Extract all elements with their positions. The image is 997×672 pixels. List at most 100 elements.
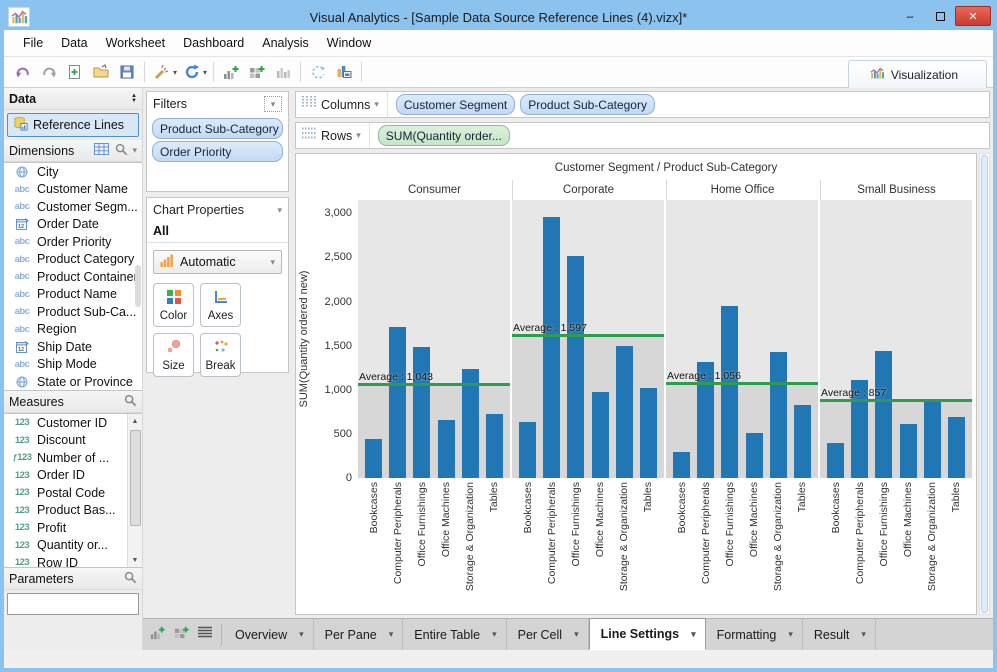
bar-bookcases[interactable] xyxy=(827,442,845,478)
bar-storage-organization[interactable] xyxy=(615,345,633,478)
menu-item-dashboard[interactable]: Dashboard xyxy=(183,36,245,50)
menu-item-window[interactable]: Window xyxy=(326,36,372,50)
measure-item[interactable]: 123 Product Bas... xyxy=(4,502,127,520)
average-reference-line[interactable] xyxy=(666,381,818,385)
undo-icon[interactable] xyxy=(10,60,36,84)
tab-formatting[interactable]: Formatting ▾ xyxy=(706,619,803,650)
measure-item[interactable]: 123 Quantity or... xyxy=(4,537,127,555)
dimension-item[interactable]: abc Ship Mode xyxy=(4,356,142,374)
tab-caret-icon[interactable]: ▾ xyxy=(861,629,866,639)
add-dashboard-icon[interactable] xyxy=(244,60,270,84)
bar-bookcases[interactable] xyxy=(519,422,537,478)
bar-storage-organization[interactable] xyxy=(461,369,479,478)
measure-item[interactable]: 123 Customer ID xyxy=(4,414,127,432)
menu-item-analysis[interactable]: Analysis xyxy=(262,36,309,50)
tab-caret-icon[interactable]: ▾ xyxy=(691,628,696,639)
sort-updown-icon[interactable]: ▲ ▼ xyxy=(131,92,137,104)
dimension-item[interactable]: abc Order Priority xyxy=(4,233,142,251)
rows-pill[interactable]: SUM(Quantity order... xyxy=(377,125,510,146)
add-visualization-icon[interactable] xyxy=(149,624,166,646)
chart-scrollbar[interactable] xyxy=(979,153,990,615)
dimension-item[interactable]: abc Product Container xyxy=(4,268,142,286)
measure-item[interactable]: 123 Profit xyxy=(4,519,127,537)
menu-item-worksheet[interactable]: Worksheet xyxy=(105,36,166,50)
bar-office-furnishings[interactable] xyxy=(875,350,893,478)
filter-pill[interactable]: Order Priority xyxy=(152,141,283,162)
tab-caret-icon[interactable]: ▾ xyxy=(299,629,304,639)
refresh-icon[interactable] xyxy=(179,60,205,84)
magic-wand-caret-icon[interactable]: ▾ xyxy=(173,67,178,77)
measure-item[interactable]: 123 Row ID xyxy=(4,554,127,567)
bar-office-machines[interactable] xyxy=(745,433,763,478)
data-source-item[interactable]: Reference Lines xyxy=(7,113,139,137)
magic-wand-icon[interactable] xyxy=(149,60,175,84)
average-reference-line[interactable] xyxy=(820,399,972,403)
close-button[interactable]: ✕ xyxy=(955,6,991,26)
add-dashboard-icon[interactable] xyxy=(173,624,190,646)
bar-computer-peripherals[interactable] xyxy=(389,327,407,478)
filter-pill[interactable]: Product Sub-Category xyxy=(152,118,283,139)
dimension-item[interactable]: 12 Order Date xyxy=(4,216,142,234)
scroll-up-icon[interactable]: ▲ xyxy=(131,417,139,425)
dimension-item[interactable]: abc Product Category xyxy=(4,251,142,269)
measure-item[interactable]: ƒ123 Number of ... xyxy=(4,449,127,467)
filters-dropdown-button[interactable]: ▾ xyxy=(264,96,282,112)
rows-caret-icon[interactable]: ▾ xyxy=(356,130,361,140)
bar-office-machines[interactable] xyxy=(437,419,455,478)
columns-caret-icon[interactable]: ▾ xyxy=(374,99,379,109)
open-folder-icon[interactable] xyxy=(88,60,114,84)
parameters-search-icon[interactable] xyxy=(124,571,137,587)
bar-bookcases[interactable] xyxy=(365,439,383,478)
menu-item-file[interactable]: File xyxy=(23,36,44,50)
dimension-item[interactable]: abc Customer Name xyxy=(4,181,142,199)
new-file-icon[interactable] xyxy=(62,60,88,84)
dimension-item[interactable]: City xyxy=(4,163,142,181)
tab-per-pane[interactable]: Per Pane ▾ xyxy=(314,619,404,650)
bar-bookcases[interactable] xyxy=(673,451,691,478)
refresh-caret-icon[interactable]: ▾ xyxy=(203,67,208,77)
scroll-thumb[interactable] xyxy=(129,430,141,526)
measure-item[interactable]: 123 Discount xyxy=(4,432,127,450)
menu-item-data[interactable]: Data xyxy=(61,36,88,50)
dimensions-caret-icon[interactable]: ▾ xyxy=(132,145,137,155)
scroll-down-icon[interactable]: ▼ xyxy=(131,556,139,564)
visualization-tab[interactable]: Visualization xyxy=(847,60,987,88)
dimension-item[interactable]: abc Region xyxy=(4,321,142,339)
dimension-item[interactable]: State or Province xyxy=(4,373,142,390)
size-button[interactable]: Size xyxy=(153,333,194,377)
bar-office-machines[interactable] xyxy=(899,423,917,478)
dimensions-search-icon[interactable] xyxy=(115,143,128,159)
measures-search-icon[interactable] xyxy=(124,394,137,410)
parameters-list[interactable] xyxy=(7,593,139,615)
color-button[interactable]: Color xyxy=(153,283,194,327)
minimize-button[interactable]: – xyxy=(906,9,914,23)
columns-pill[interactable]: Product Sub-Category xyxy=(520,94,655,115)
tab-overview[interactable]: Overview ▾ xyxy=(224,619,314,650)
tab-per-cell[interactable]: Per Cell ▾ xyxy=(507,619,589,650)
tab-result[interactable]: Result ▾ xyxy=(803,619,876,650)
redo-icon[interactable] xyxy=(36,60,62,84)
average-reference-line[interactable] xyxy=(512,334,664,338)
save-icon[interactable] xyxy=(114,60,140,84)
bar-office-machines[interactable] xyxy=(591,392,609,478)
maximize-button[interactable] xyxy=(925,6,955,26)
measures-scrollbar[interactable]: ▲ ▼ xyxy=(127,414,142,567)
tab-entire-table[interactable]: Entire Table ▾ xyxy=(403,619,507,650)
bar-office-furnishings[interactable] xyxy=(721,305,739,478)
bar-computer-peripherals[interactable] xyxy=(697,361,715,478)
bar-storage-organization[interactable] xyxy=(769,351,787,478)
dimension-item[interactable]: abc Product Sub-Ca... xyxy=(4,303,142,321)
tab-caret-icon[interactable]: ▾ xyxy=(788,629,793,639)
dimension-item[interactable]: abc Customer Segm... xyxy=(4,198,142,216)
bar-tables[interactable] xyxy=(639,387,657,478)
bar-tables[interactable] xyxy=(793,405,811,478)
chart-type-dropdown[interactable]: Automatic ▾ xyxy=(153,250,282,274)
bar-office-furnishings[interactable] xyxy=(567,256,585,478)
bar-storage-organization[interactable] xyxy=(923,399,941,478)
chart-scrollbar-thumb[interactable] xyxy=(981,155,988,613)
tab-caret-icon[interactable]: ▾ xyxy=(574,629,579,639)
bar-computer-peripherals[interactable] xyxy=(543,216,561,478)
measure-item[interactable]: 123 Postal Code xyxy=(4,484,127,502)
bar-computer-peripherals[interactable] xyxy=(851,380,869,478)
break-button[interactable]: Break xyxy=(200,333,241,377)
